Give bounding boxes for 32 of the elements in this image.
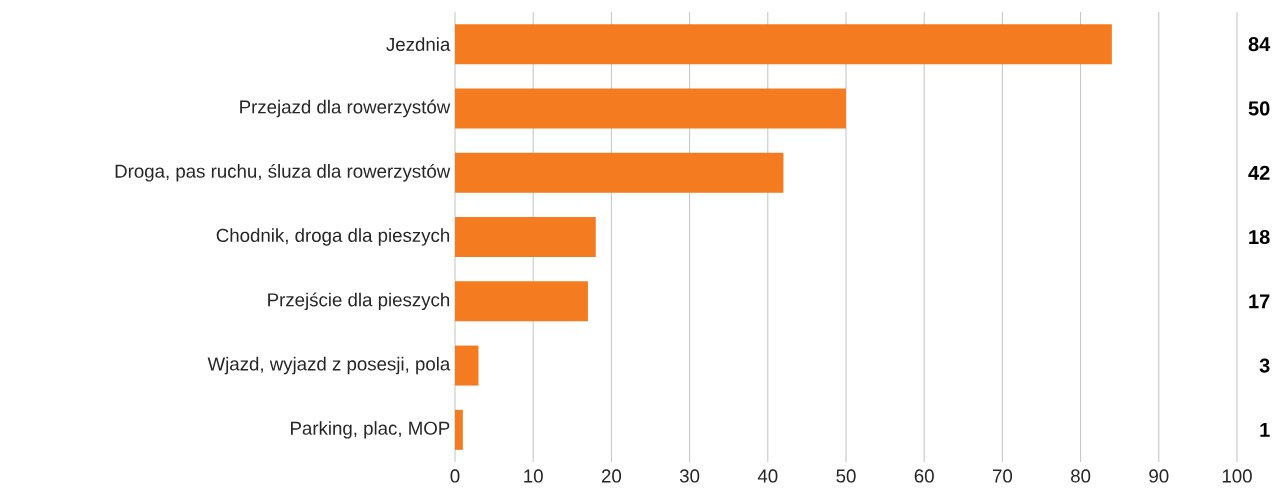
x-tick-label: 10 — [524, 469, 543, 483]
y-tick-label: Wjazd, wyjazd z posesji, pola — [207, 356, 451, 375]
y-tick-label: Przejazd dla rowerzystów — [240, 99, 451, 118]
data-label: 42 — [1248, 165, 1270, 180]
bar — [455, 409, 463, 450]
y-tick-label: Droga, pas ruchu, śluza dla rowerzystów — [115, 163, 451, 182]
x-tick-label: 100 — [1222, 469, 1252, 483]
bar — [455, 152, 784, 193]
x-tick-label: 20 — [601, 469, 622, 483]
data-label: 18 — [1249, 229, 1270, 245]
data-label: 3 — [1259, 358, 1270, 373]
x-tick-label: 40 — [757, 469, 778, 483]
x-tick-label: 70 — [992, 469, 1013, 483]
data-label: 17 — [1249, 294, 1270, 309]
bar — [455, 281, 588, 322]
x-tick-label: 60 — [914, 469, 934, 483]
bar — [455, 24, 1112, 65]
data-label: 50 — [1248, 101, 1270, 116]
x-tick-label: 30 — [679, 469, 700, 483]
bar — [455, 88, 846, 129]
y-tick-label: Jezdnia — [386, 37, 451, 52]
x-tick-label: 90 — [1149, 469, 1169, 483]
y-tick-label: Przejście dla pieszych — [268, 292, 450, 311]
bar — [455, 217, 596, 257]
data-label: 84 — [1248, 37, 1271, 52]
y-tick-label: Chodnik, droga dla pieszych — [216, 228, 450, 246]
y-tick-label: Parking, plac, MOP — [291, 421, 450, 439]
bar — [455, 345, 479, 386]
x-tick-label: 0 — [450, 469, 460, 483]
data-label: 1 — [1260, 422, 1270, 437]
x-tick-label: 80 — [1071, 469, 1091, 483]
x-tick-label: 50 — [836, 469, 856, 483]
